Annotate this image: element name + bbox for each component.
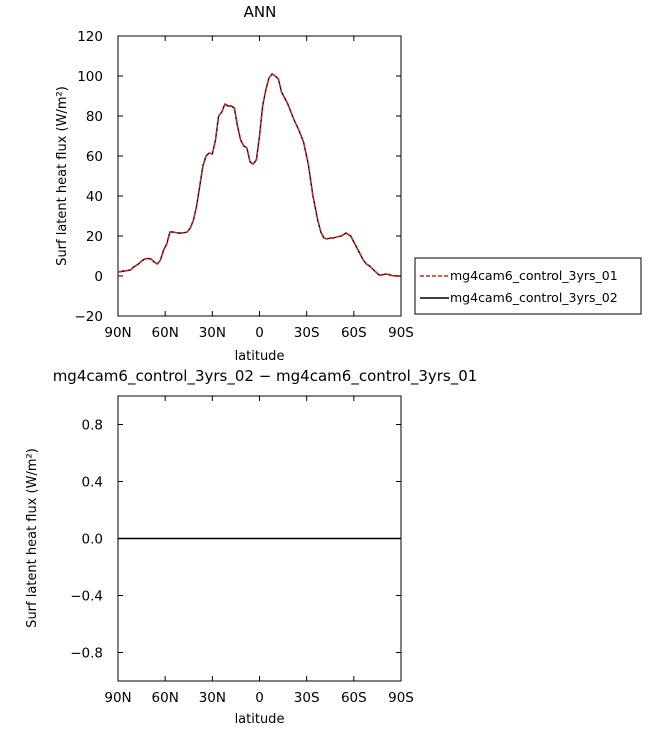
legend-box bbox=[414, 257, 642, 315]
bottom-y-tick-label: 0.4 bbox=[82, 475, 103, 491]
bottom-x-tick-label: 60N bbox=[152, 690, 179, 706]
top-plot-frame bbox=[117, 35, 402, 317]
bottom-x-tick-label: 30N bbox=[199, 690, 226, 706]
bottom-x-tick-label: 30S bbox=[294, 690, 320, 706]
top-y-tick-label: 0 bbox=[94, 269, 103, 285]
top-y-tick-label: 80 bbox=[86, 109, 103, 125]
top-chart-title: ANN bbox=[244, 3, 277, 21]
top-x-tick-label: 90N bbox=[104, 325, 131, 341]
top-y-tick-label: 60 bbox=[86, 149, 103, 165]
bottom-chart-title: mg4cam6_control_3yrs_02 − mg4cam6_contro… bbox=[53, 367, 478, 386]
top-series bbox=[117, 73, 401, 277]
top-y-tick-label: 120 bbox=[77, 29, 103, 45]
top-y-axis: −20 0 20 40 60 80 100 120 bbox=[75, 29, 401, 325]
bottom-y-tick-label: −0.8 bbox=[70, 646, 103, 662]
top-x-tick-label: 60N bbox=[152, 325, 179, 341]
top-x-tick-label: 0 bbox=[255, 325, 264, 341]
top-x-tick-label: 30S bbox=[294, 325, 320, 341]
bottom-y-tick-label: −0.4 bbox=[70, 589, 103, 605]
legend-label-series-2: mg4cam6_control_3yrs_02 bbox=[450, 290, 618, 305]
panel-bottom: mg4cam6_control_3yrs_02 − mg4cam6_contro… bbox=[25, 367, 477, 727]
bottom-x-tick-label: 0 bbox=[255, 690, 264, 706]
top-y-tick-label: 20 bbox=[86, 229, 103, 245]
bottom-x-axis: 90N 60N 30N 0 30S 60S 90S bbox=[104, 396, 414, 706]
top-series-2-line bbox=[117, 73, 401, 277]
top-y-tick-label: 40 bbox=[86, 189, 103, 205]
top-y-axis-title: Surf latent heat flux (W/m²) bbox=[55, 86, 70, 266]
bottom-y-tick-label: 0.0 bbox=[82, 532, 103, 548]
legend: mg4cam6_control_3yrs_01 mg4cam6_control_… bbox=[414, 257, 642, 315]
top-y-tick-label: −20 bbox=[75, 309, 104, 325]
bottom-y-tick-label: 0.8 bbox=[82, 418, 103, 434]
top-x-axis-title: latitude bbox=[235, 349, 285, 364]
bottom-x-tick-label: 90N bbox=[104, 690, 131, 706]
bottom-x-tick-label: 90S bbox=[388, 690, 414, 706]
top-series-1-line bbox=[117, 73, 401, 277]
top-x-tick-label: 90S bbox=[388, 325, 414, 341]
bottom-x-axis-title: latitude bbox=[235, 712, 285, 727]
top-x-axis: 90N 60N 30N 0 30S 60S 90S bbox=[104, 36, 414, 341]
top-x-tick-label: 60S bbox=[341, 325, 367, 341]
legend-label-series-1: mg4cam6_control_3yrs_01 bbox=[450, 268, 618, 283]
top-x-tick-label: 30N bbox=[199, 325, 226, 341]
bottom-y-axis-title: Surf latent heat flux (W/m²) bbox=[25, 448, 40, 628]
top-y-tick-label: 100 bbox=[77, 69, 103, 85]
bottom-x-tick-label: 60S bbox=[341, 690, 367, 706]
bottom-y-axis: −0.8 −0.4 0.0 0.4 0.8 bbox=[70, 418, 401, 662]
